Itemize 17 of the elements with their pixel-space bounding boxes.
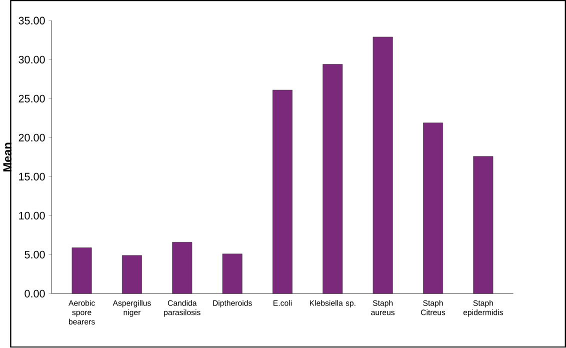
y-tick-label: 35.00 <box>18 16 45 25</box>
bar <box>322 64 343 294</box>
bar <box>423 122 444 294</box>
bar <box>372 36 393 294</box>
bar <box>272 90 293 294</box>
y-tick-label: 0.00 <box>24 290 45 298</box>
bar <box>122 255 142 294</box>
y-tick-label: 20.00 <box>18 134 45 142</box>
bar <box>222 254 242 294</box>
bar <box>172 242 192 294</box>
bar <box>473 156 494 294</box>
y-tick-label: 10.00 <box>19 212 45 220</box>
y-tick-label: 30.00 <box>18 56 45 64</box>
y-tick-label: 5.00 <box>24 250 45 259</box>
y-tick-label: 25.00 <box>18 94 45 103</box>
y-tick-label: 15.00 <box>19 172 45 181</box>
bar <box>72 248 92 294</box>
